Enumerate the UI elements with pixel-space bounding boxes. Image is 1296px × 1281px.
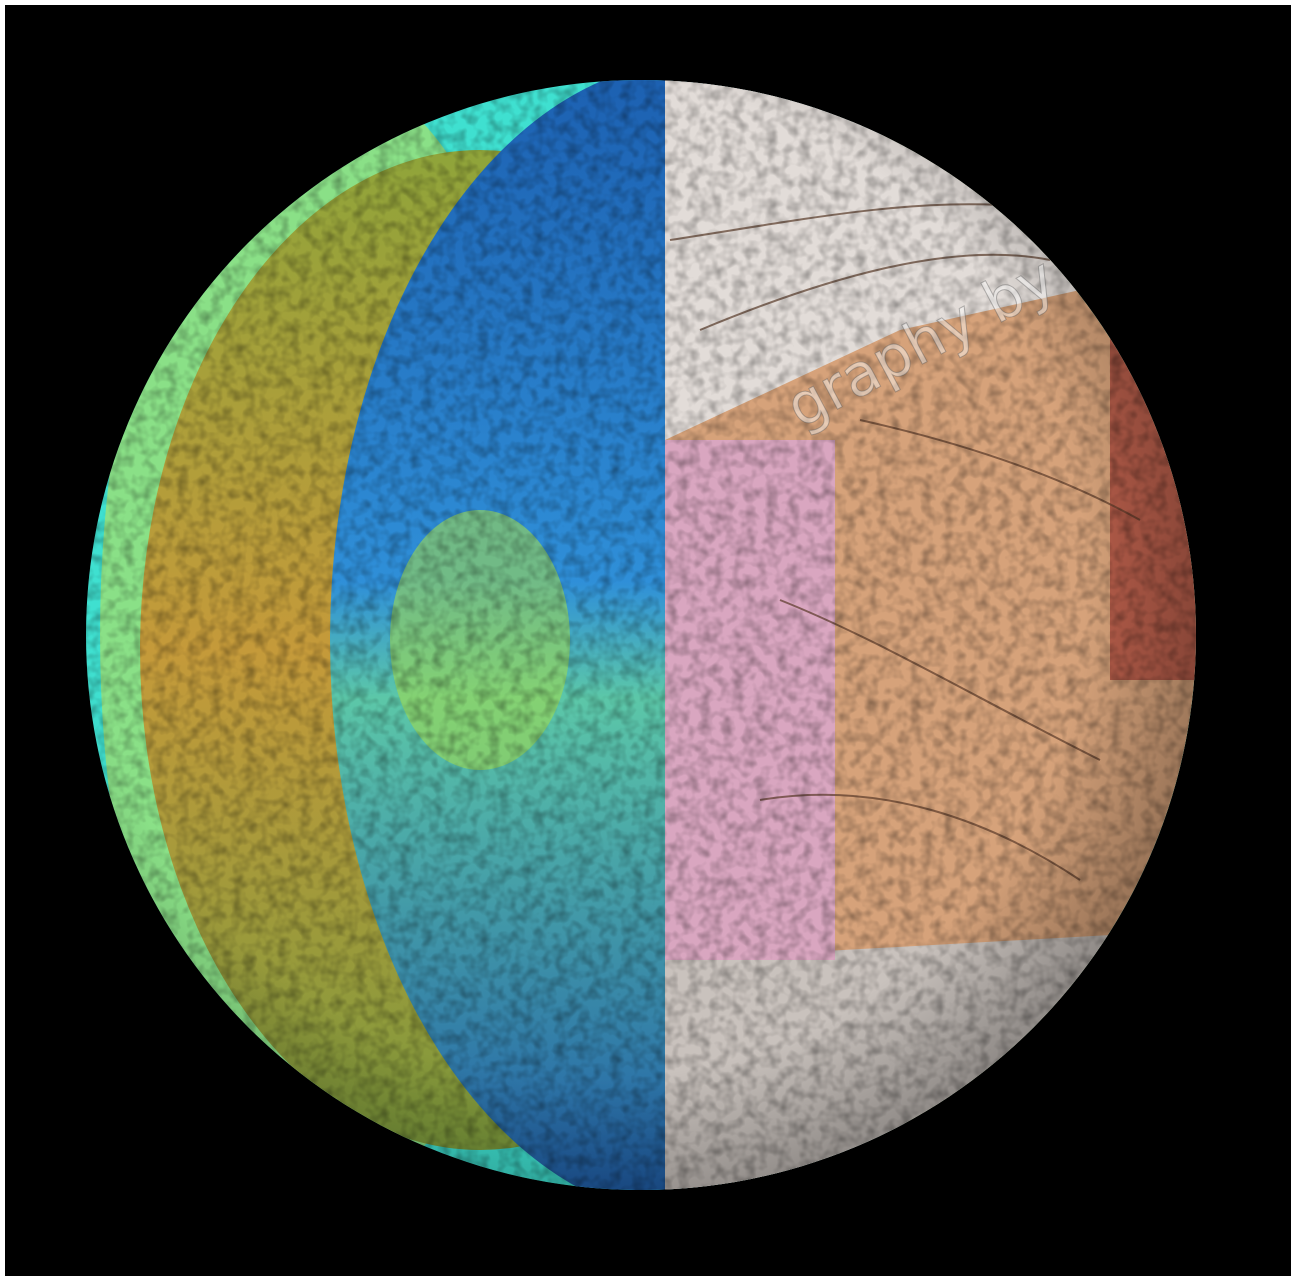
- image: graphy by: [5, 5, 1291, 1276]
